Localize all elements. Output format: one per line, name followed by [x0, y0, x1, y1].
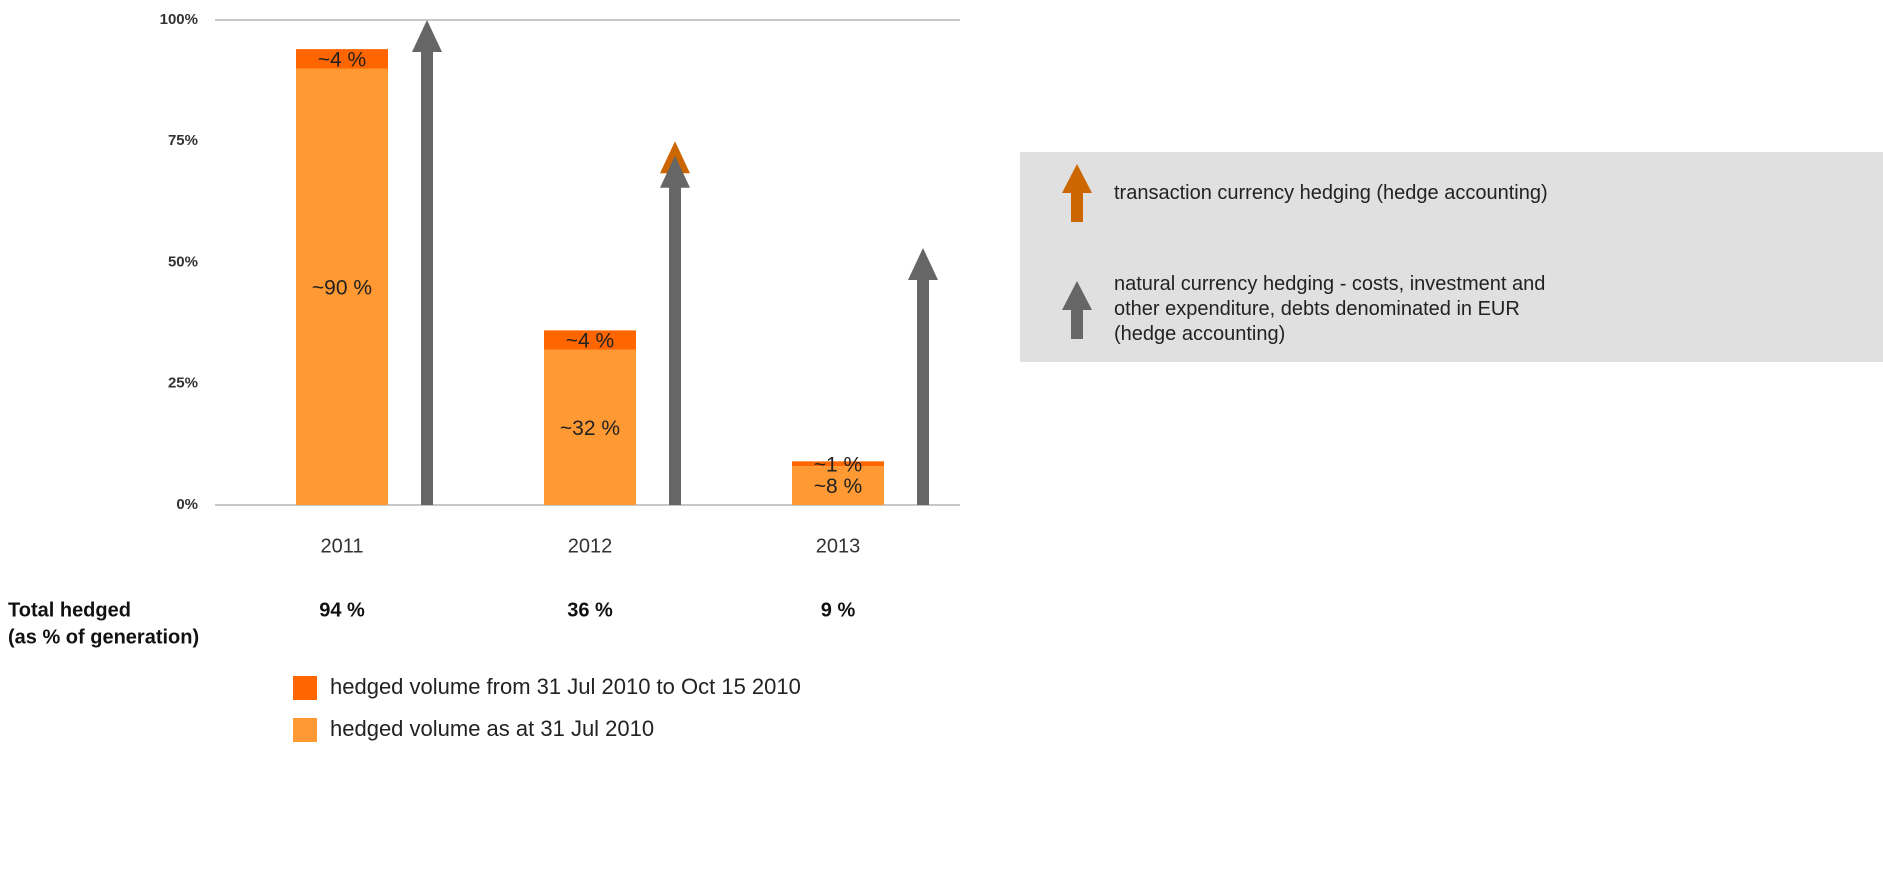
- hedging-arrow: [412, 20, 442, 505]
- bar-segment: [544, 349, 636, 505]
- y-tick-label: 0%: [176, 496, 198, 513]
- legend-icon: [1062, 164, 1092, 222]
- bar-value-label: ~1 %: [814, 453, 862, 476]
- bar-value-label: ~32 %: [560, 417, 620, 440]
- legend-icon: [1062, 280, 1092, 339]
- y-tick-label: 25%: [168, 375, 198, 392]
- total-value: 36 %: [567, 599, 613, 621]
- hedging-arrow: [660, 155, 690, 506]
- legend-item: natural currency hedging - costs, invest…: [1020, 272, 1559, 347]
- legend-label: transaction currency hedging (hedge acco…: [1114, 181, 1548, 204]
- x-tick-label: 2011: [320, 535, 363, 557]
- legend-label: natural currency hedging - costs, invest…: [1114, 273, 1546, 345]
- bar-segment: [544, 330, 636, 350]
- bar-segment: [296, 49, 388, 69]
- bar-segment: [792, 466, 884, 505]
- bar-value-label: ~4 %: [318, 48, 366, 71]
- bar-value-label: ~8 %: [814, 475, 862, 498]
- total-value: 9 %: [821, 599, 856, 621]
- bar-value-label: ~4 %: [566, 330, 614, 353]
- hedging-arrow: [908, 247, 938, 505]
- y-tick-label: 50%: [168, 253, 198, 270]
- total-label: (as % of generation): [8, 626, 199, 648]
- legend-arrow: [1062, 164, 1092, 222]
- legend-label: hedged volume from 31 Jul 2010 to Oct 15…: [330, 674, 801, 699]
- legend-label: hedged volume as at 31 Jul 2010: [330, 716, 654, 741]
- total-value: 94 %: [319, 599, 365, 621]
- y-tick-label: 75%: [168, 132, 198, 149]
- bar-value-label: ~90 %: [312, 276, 372, 299]
- legend-swatch: [293, 718, 317, 742]
- x-tick-label: 2013: [816, 535, 861, 557]
- legend-item: transaction currency hedging (hedge acco…: [1020, 162, 1559, 224]
- legend-arrow: [1062, 280, 1092, 339]
- bar-segment: [792, 461, 884, 467]
- x-tick-label: 2012: [568, 535, 613, 557]
- legend-swatch: [293, 676, 317, 700]
- y-tick-label: 100%: [160, 11, 198, 28]
- bar-segment: [296, 68, 388, 505]
- arrow-legend: transaction currency hedging (hedge acco…: [1020, 152, 1883, 362]
- total-label: Total hedged: [8, 599, 131, 621]
